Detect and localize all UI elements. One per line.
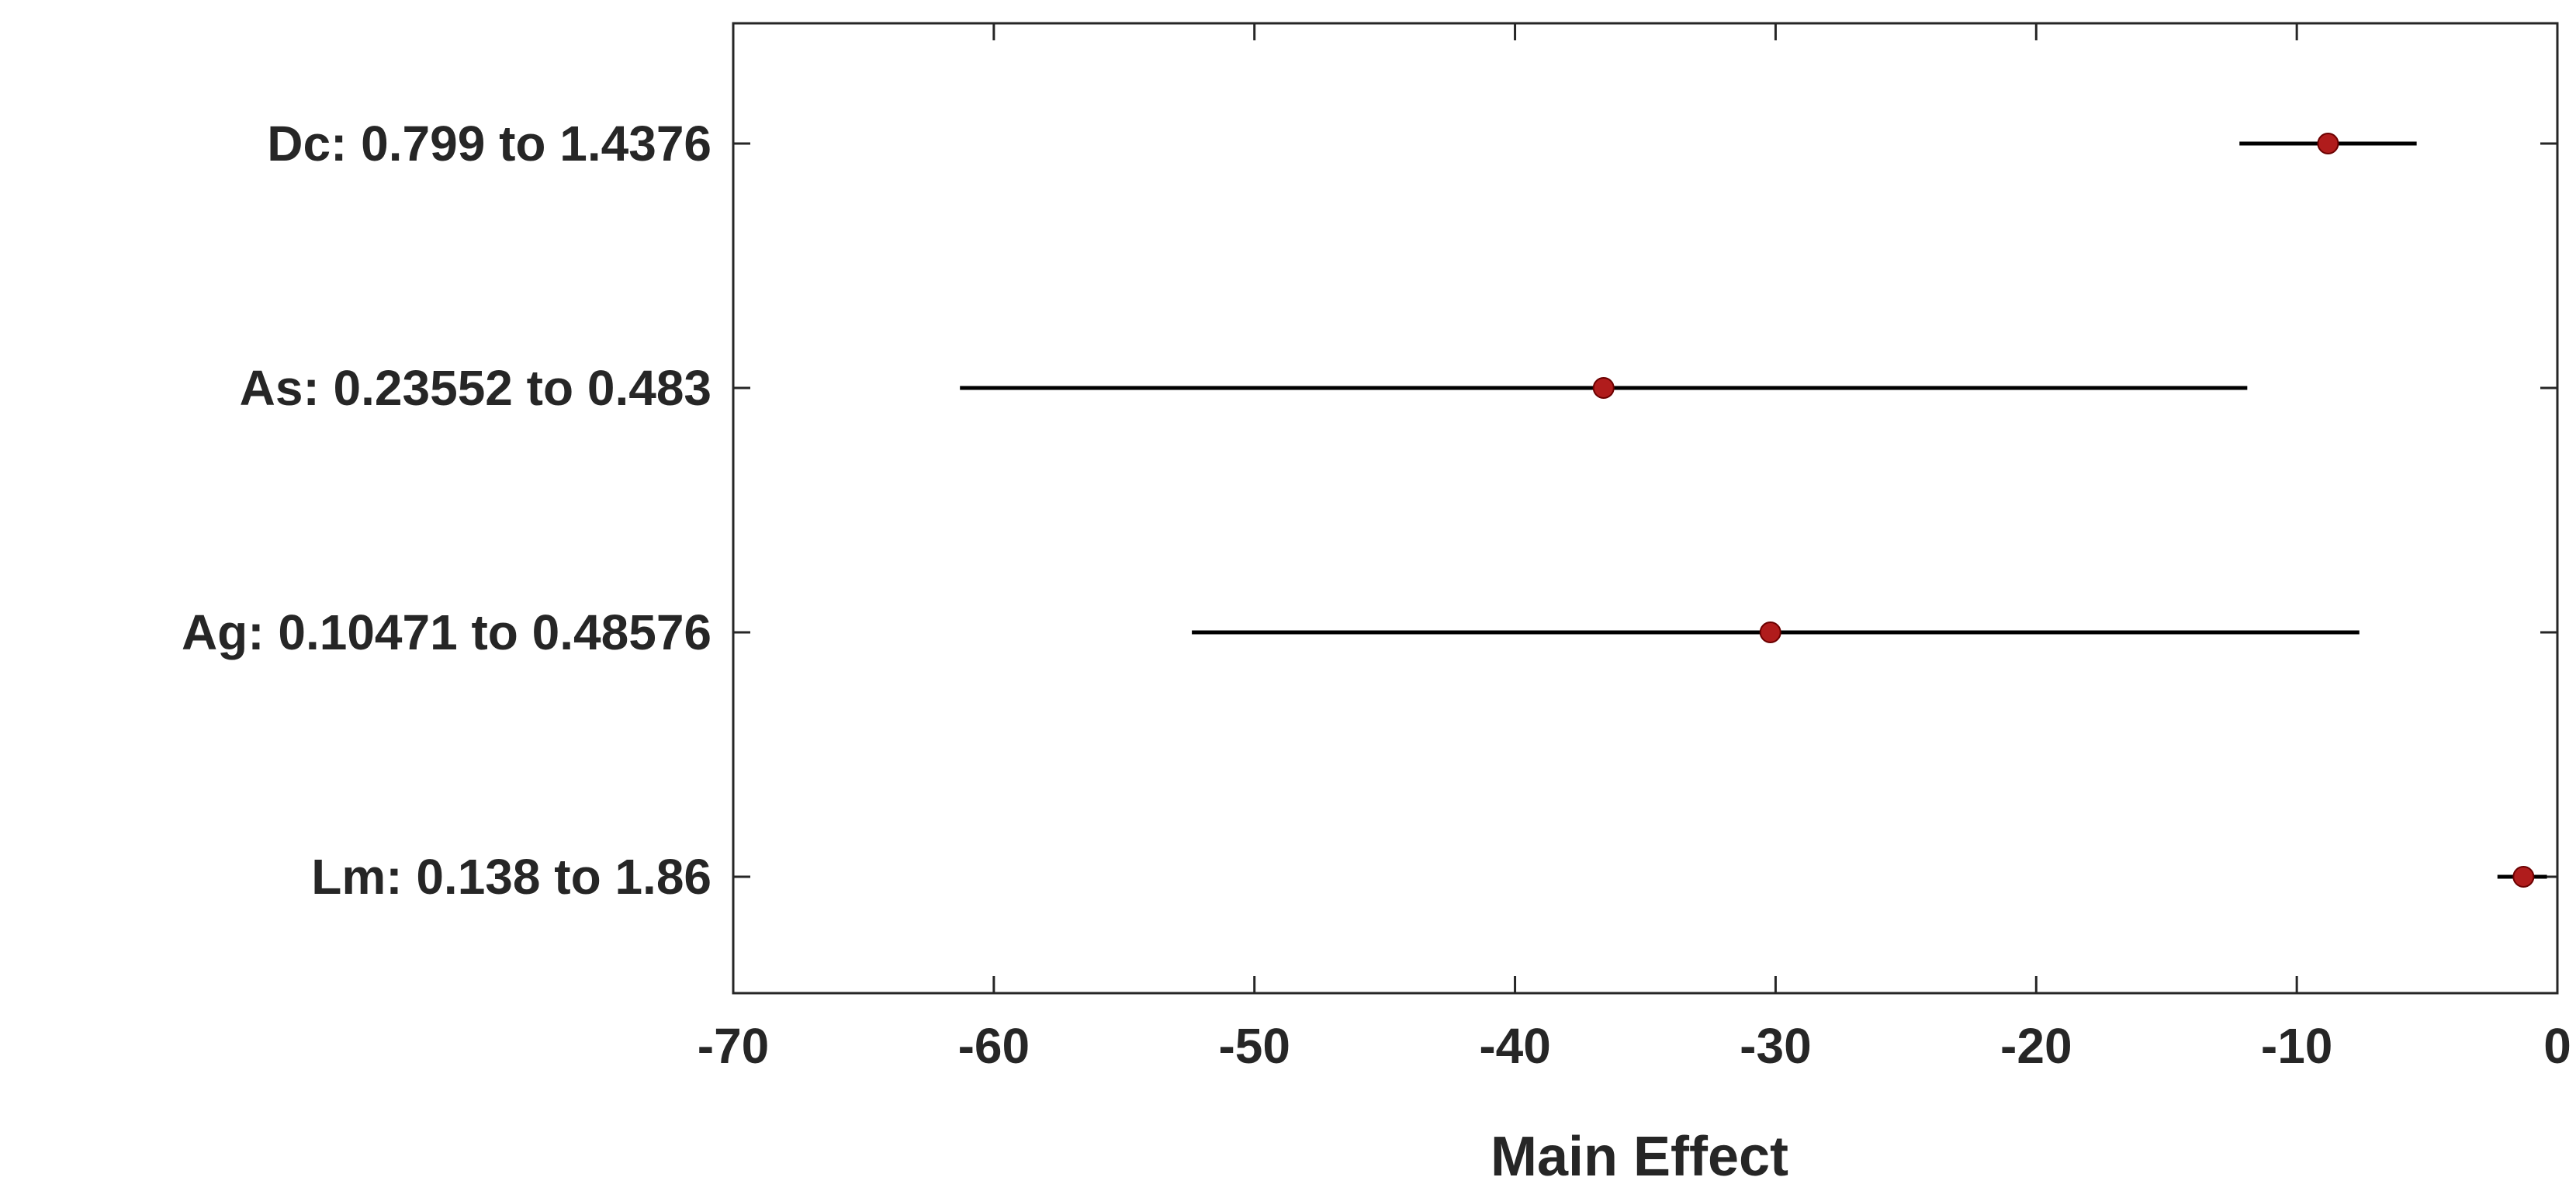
category-label: As: 0.23552 to 0.483	[240, 360, 712, 416]
category-label: Ag: 0.10471 to 0.48576	[182, 604, 712, 660]
category-label: Lm: 0.138 to 1.86	[311, 849, 712, 905]
main-effect-point	[1592, 377, 1615, 399]
x-tick-label: -60	[958, 1018, 1030, 1074]
plot-frame-layer	[732, 22, 2559, 995]
x-tick-label: -70	[698, 1018, 770, 1074]
x-tick-label: -40	[1479, 1018, 1551, 1074]
x-tick-label: -50	[1218, 1018, 1290, 1074]
x-tick-label: 0	[2543, 1018, 2571, 1074]
category-labels-layer: Dc: 0.799 to 1.4376 As: 0.23552 to 0.483 A…	[182, 116, 2557, 905]
main-effect-point	[2512, 866, 2535, 888]
plot-frame	[732, 22, 2559, 995]
x-tick-label: -20	[2000, 1018, 2072, 1074]
data-marks-layer	[960, 133, 2547, 888]
x-ticks-layer: -70 -60 -50 -40 -30 -20 -10 0	[698, 23, 2571, 1074]
x-axis-title: Main Effect	[1491, 1126, 1788, 1188]
category-label: Dc: 0.799 to 1.4376	[267, 116, 712, 171]
x-tick-label: -10	[2261, 1018, 2333, 1074]
x-tick-label: -30	[1740, 1018, 1812, 1074]
main-effect-point	[1759, 621, 1781, 643]
main-effect-point	[2317, 133, 2339, 154]
